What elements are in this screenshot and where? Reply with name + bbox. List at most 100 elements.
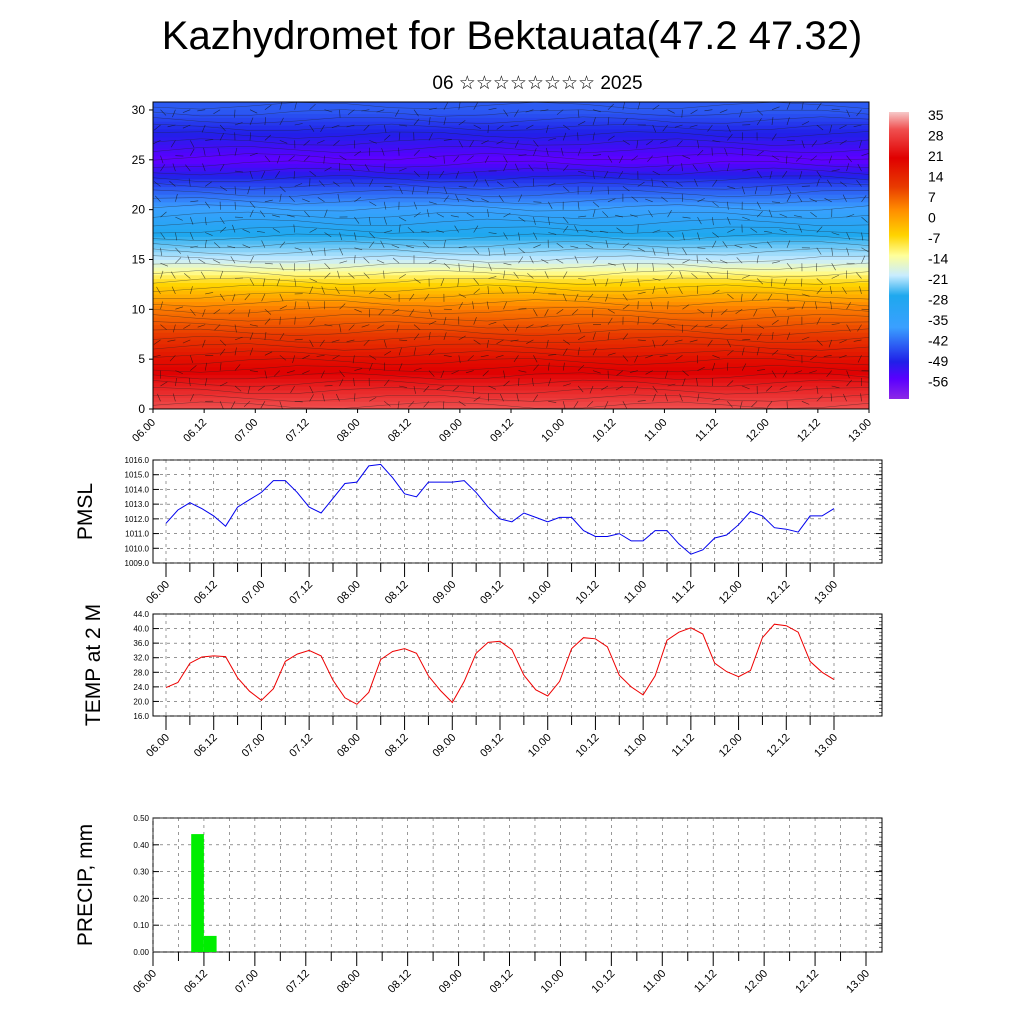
wind-barb	[861, 153, 869, 156]
x-tick-label: 11.12	[670, 579, 697, 606]
wind-barb	[154, 124, 161, 131]
wind-barb	[496, 124, 504, 130]
x-tick-label: 11.12	[670, 732, 697, 759]
wind-barb	[586, 401, 594, 407]
wind-barb	[756, 324, 765, 329]
wind-barb	[546, 339, 549, 348]
wind-barb	[770, 186, 773, 195]
y-tick-label: 36.0	[133, 639, 149, 648]
wind-barb	[219, 164, 225, 172]
wind-barb	[424, 293, 430, 301]
wind-barb	[592, 154, 602, 156]
heat-band	[153, 102, 869, 107]
wind-barb	[279, 401, 283, 409]
wind-barb	[622, 263, 626, 271]
wind-barb	[667, 247, 669, 256]
wind-barb	[563, 383, 571, 387]
wind-barb	[801, 185, 810, 187]
wind-barb	[353, 377, 355, 387]
y-tick-label: 44.0	[133, 610, 149, 619]
wind-barb	[480, 355, 489, 358]
wind-barb	[369, 288, 376, 295]
wind-barb	[320, 370, 325, 379]
wind-barb	[302, 370, 310, 375]
wind-barb	[556, 259, 564, 264]
wind-barb	[279, 140, 288, 144]
wind-barb	[320, 124, 325, 133]
wind-barb	[846, 109, 851, 118]
wind-barb	[503, 232, 508, 240]
wind-barb	[230, 256, 236, 264]
wind-barb	[262, 278, 266, 287]
wind-barb	[473, 179, 478, 187]
wind-barb	[842, 286, 847, 295]
wind-barb	[307, 301, 310, 310]
wind-barb	[652, 263, 654, 272]
wind-barb	[213, 308, 221, 315]
heat-band	[153, 220, 869, 226]
wind-barb	[467, 355, 474, 361]
wind-barb	[727, 401, 733, 408]
wind-barb	[711, 309, 713, 318]
x-tick-label: 09.00	[430, 732, 458, 760]
wind-barb	[510, 339, 519, 342]
wind-barb	[428, 117, 431, 126]
wind-barb	[756, 255, 759, 264]
wind-barb	[249, 109, 258, 114]
heat-band	[153, 178, 869, 184]
wind-barb	[563, 124, 570, 131]
x-tick-label: 13.00	[846, 417, 874, 445]
wind-barb	[198, 258, 206, 264]
temperature-cross-section: 0 5 10 15 20 25 30 06.00 06.12 07.00 07.12 08.00 08.…	[130, 101, 874, 445]
wind-barb	[616, 227, 624, 233]
wind-barb	[453, 155, 460, 162]
wind-barb	[771, 278, 773, 287]
y-tick-label: 0.40	[133, 841, 149, 850]
contour-line	[153, 270, 869, 278]
wind-barb	[533, 232, 538, 240]
wind-barb	[573, 401, 579, 409]
wind-barb	[473, 102, 478, 110]
wind-barb	[533, 355, 538, 363]
wind-barb	[652, 339, 656, 348]
wind-barb	[264, 155, 271, 162]
wind-barb	[706, 272, 713, 279]
wind-barb	[383, 379, 390, 387]
contour-line	[153, 292, 869, 300]
wind-barb	[397, 401, 400, 409]
wind-barb	[540, 109, 549, 112]
wind-barb	[603, 170, 609, 179]
colorbar-label: -49	[928, 353, 948, 369]
wind-barb	[515, 324, 519, 333]
wind-barb	[706, 257, 713, 264]
wind-barb	[742, 169, 751, 172]
wind-barb	[809, 370, 817, 374]
wind-barb	[839, 140, 847, 145]
wind-barb	[615, 385, 624, 391]
wind-barb	[691, 273, 698, 279]
pmsl-series-line	[165, 463, 835, 555]
wind-barb	[577, 335, 586, 341]
wind-barb	[279, 305, 288, 310]
wind-barb	[650, 301, 653, 310]
wind-barb	[399, 385, 408, 388]
wind-barb	[175, 232, 178, 241]
x-tick-label: 13.00	[844, 968, 872, 996]
wind-barb	[592, 256, 599, 264]
wind-barb	[377, 324, 385, 329]
wind-barb	[741, 363, 747, 371]
wind-barb	[383, 134, 391, 141]
heat-band	[153, 378, 869, 383]
wind-barb	[259, 210, 266, 218]
wind-barb	[443, 195, 450, 202]
wind-barb	[548, 378, 552, 387]
wind-barb	[333, 140, 340, 146]
x-tick-label: 06.00	[144, 732, 172, 760]
wind-barb	[337, 270, 340, 279]
wind-barb	[339, 155, 347, 161]
wind-barb	[169, 355, 176, 362]
heat-band	[153, 362, 869, 368]
wind-barb	[277, 155, 281, 164]
wind-barb	[667, 165, 674, 172]
wind-barb	[413, 109, 419, 117]
